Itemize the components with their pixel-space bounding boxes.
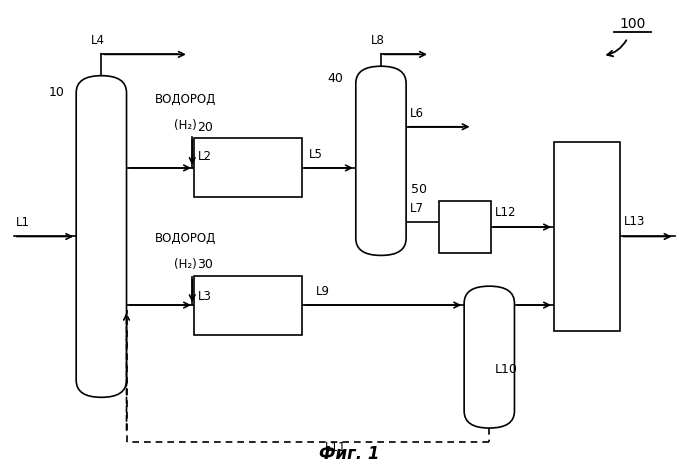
Bar bbox=[194, 275, 302, 335]
Text: (Н₂): (Н₂) bbox=[174, 258, 196, 272]
Text: L8: L8 bbox=[370, 35, 384, 47]
Text: L6: L6 bbox=[410, 107, 424, 120]
Text: 50: 50 bbox=[411, 184, 426, 196]
Text: L3: L3 bbox=[198, 290, 212, 303]
Text: L13: L13 bbox=[624, 215, 645, 228]
Text: 40: 40 bbox=[328, 72, 344, 85]
Text: L1: L1 bbox=[15, 217, 29, 229]
Text: L7: L7 bbox=[410, 202, 424, 215]
Bar bbox=[194, 139, 302, 198]
Bar bbox=[554, 142, 621, 331]
Text: Фиг. 1: Фиг. 1 bbox=[319, 445, 380, 463]
Text: L12: L12 bbox=[495, 206, 516, 219]
Text: L11: L11 bbox=[325, 441, 346, 454]
FancyBboxPatch shape bbox=[76, 76, 127, 397]
Text: L2: L2 bbox=[198, 150, 212, 163]
Text: 100: 100 bbox=[619, 17, 646, 31]
Text: L4: L4 bbox=[91, 35, 105, 47]
FancyBboxPatch shape bbox=[356, 66, 406, 255]
Text: L10: L10 bbox=[495, 363, 518, 376]
Text: 10: 10 bbox=[48, 87, 64, 99]
Bar bbox=[439, 201, 491, 253]
Text: 30: 30 bbox=[197, 258, 213, 271]
Text: ВОДОРОД: ВОДОРОД bbox=[154, 93, 216, 106]
FancyBboxPatch shape bbox=[464, 286, 514, 428]
Text: (Н₂): (Н₂) bbox=[174, 119, 196, 132]
Text: ВОДОРОД: ВОДОРОД bbox=[154, 232, 216, 245]
Text: 20: 20 bbox=[197, 121, 213, 133]
Text: L5: L5 bbox=[309, 148, 323, 161]
Text: L9: L9 bbox=[316, 285, 331, 298]
